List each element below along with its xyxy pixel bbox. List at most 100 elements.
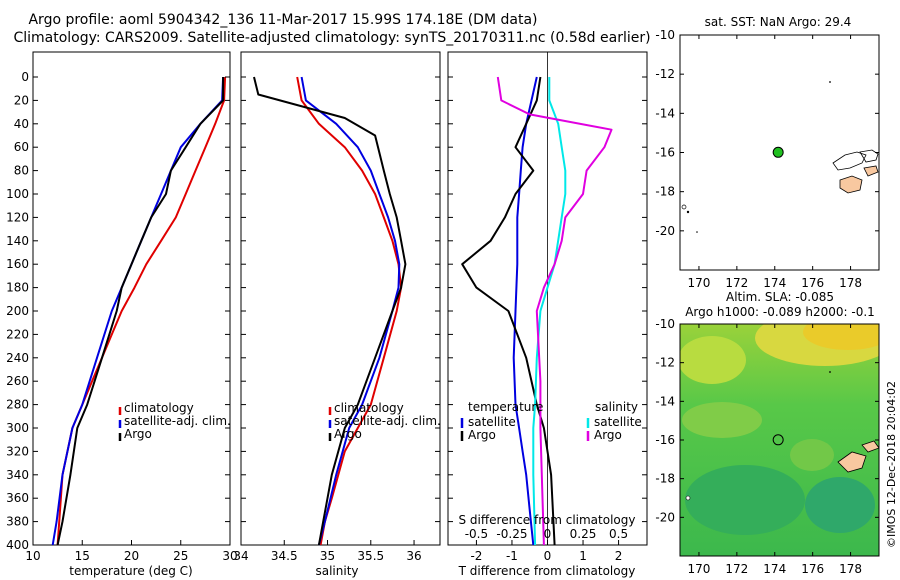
sst-map-points: [772, 146, 784, 158]
salinity-axes: [240, 51, 441, 546]
y-tick-label: 240: [6, 351, 29, 365]
x-tick-label: 172: [725, 562, 748, 576]
y-tick-label: 360: [6, 491, 29, 505]
temperature-ticks: 0 20 40 60 80 100 120 140 160 180 200 220 240 260 280 3…: [6, 70, 238, 563]
sla-low-anomaly: [685, 465, 805, 535]
y-tick-label: 60: [14, 140, 29, 154]
y-tick-label: -20: [655, 224, 675, 238]
temperature-lines: [51, 76, 227, 546]
x-tick-label: 178: [839, 562, 862, 576]
sla-map-ticks: 170 172 174 176 178 -10 -12 -14 -16 -18 -20: [655, 317, 879, 576]
series-line-s-argo: [496, 76, 613, 546]
legend-t-argo: Argo: [468, 428, 496, 442]
x-tick-label: 10: [25, 549, 40, 563]
x-tick-label: -1: [506, 549, 518, 563]
x-tick-label: 174: [763, 562, 786, 576]
islet: [829, 81, 831, 83]
x-tick-label: 172: [725, 276, 748, 290]
legend-s-argo: Argo: [594, 428, 622, 442]
sla-map-points: [772, 434, 784, 446]
top-x-tick-label: -0.25: [496, 527, 527, 541]
difference-top-xlabel: S difference from climatology: [459, 513, 636, 527]
sla-map-title-1: Altim. SLA: -0.085: [726, 290, 834, 304]
temperature-panel: 0 20 40 60 80 100 120 140 160 180 200 220 240 260 280 3…: [6, 51, 238, 578]
islet: [681, 204, 687, 210]
salinity-xlabel: salinity: [315, 564, 358, 578]
salinity-legend: climatology satellite-adj. clim. Argo: [328, 401, 441, 441]
y-tick-label: 340: [6, 468, 29, 482]
y-tick-label: 200: [6, 304, 29, 318]
y-tick-label: -16: [655, 433, 675, 447]
x-tick-label: 20: [124, 549, 139, 563]
difference-xlabel: T difference from climatology: [458, 564, 636, 578]
x-tick-label: 30: [222, 549, 237, 563]
legend-s-satellite: satellite: [594, 415, 642, 429]
y-tick-label: 220: [6, 327, 29, 341]
x-tick-label: 176: [801, 276, 824, 290]
sst-map-land: [681, 81, 879, 233]
salinity-panel: 34 34.5 35 35.5 36 salinity climatology sate…: [233, 51, 441, 578]
legend-t-satellite: satellite: [468, 415, 516, 429]
x-tick-label: -2: [470, 549, 482, 563]
legend-salinity-header: salinity: [595, 400, 638, 414]
y-tick-label: 20: [14, 93, 29, 107]
difference-lines: [461, 52, 613, 546]
legend-argo: Argo: [124, 427, 152, 441]
sla-low-anomaly: [805, 477, 875, 533]
x-tick-label: 1: [579, 549, 587, 563]
x-tick-label: 36: [406, 549, 421, 563]
island-viti-levu: [839, 175, 863, 194]
legend-argo: Argo: [334, 427, 362, 441]
y-tick-label: -20: [655, 510, 675, 524]
argo-location-marker: [772, 146, 784, 158]
x-tick-label: 170: [687, 562, 710, 576]
x-tick-label: 34: [233, 549, 248, 563]
y-tick-label: -14: [655, 394, 675, 408]
difference-legend: temperature salinity satellite Argo sate…: [460, 400, 642, 442]
island-outline: [859, 149, 879, 163]
legend-satellite: satellite-adj. clim.: [334, 414, 441, 428]
top-x-tick-label: 0.5: [609, 527, 628, 541]
sla-map-panel: Altim. SLA: -0.085 Argo h1000: -0.089 h2…: [655, 290, 880, 576]
y-tick-label: 300: [6, 421, 29, 435]
x-tick-label: 34.5: [271, 549, 298, 563]
y-tick-label: 80: [14, 164, 29, 178]
y-tick-label: 380: [6, 515, 29, 529]
islet: [686, 210, 690, 214]
y-tick-label: 40: [14, 117, 29, 131]
y-tick-label: 320: [6, 444, 29, 458]
temperature-xlabel: temperature (deg C): [69, 564, 192, 578]
island-vanua-levu: [863, 165, 879, 177]
salinity-ticks: 34 34.5 35 35.5 36: [233, 76, 440, 563]
sst-map-ticks: 170 172 174 176 178 -10 -12 -14 -16 -18 -20: [655, 28, 879, 290]
y-tick-label: -18: [655, 472, 675, 486]
x-tick-label: 176: [801, 562, 824, 576]
legend-satellite: satellite-adj. clim.: [124, 414, 231, 428]
y-tick-label: -14: [655, 106, 675, 120]
footer-credit: ©IMOS 12-Dec-2018 20:04:02: [885, 381, 898, 548]
salinity-lines: [253, 76, 407, 546]
y-tick-label: 260: [6, 374, 29, 388]
x-tick-label: 170: [687, 276, 710, 290]
top-x-tick-label: 0: [544, 527, 552, 541]
temperature-legend: climatology satellite-adj. clim. Argo: [118, 401, 231, 441]
y-tick-label: -18: [655, 185, 675, 199]
y-tick-label: -10: [655, 28, 675, 42]
series-line-argo: [253, 76, 407, 546]
x-tick-label: 25: [173, 549, 188, 563]
sla-high-anomaly: [680, 336, 746, 384]
y-tick-label: 180: [6, 281, 29, 295]
y-tick-label: 0: [21, 70, 29, 84]
legend-temperature-header: temperature: [468, 400, 543, 414]
title-line-2: Climatology: CARS2009. Satellite-adjuste…: [13, 30, 650, 46]
x-tick-label: 35: [320, 549, 335, 563]
series-line-satellite-adj-clim-: [300, 76, 401, 546]
x-tick-label: 178: [839, 276, 862, 290]
y-tick-label: 140: [6, 234, 29, 248]
x-tick-label: 174: [763, 276, 786, 290]
y-tick-label: 160: [6, 257, 29, 271]
legend-climatology: climatology: [124, 401, 194, 415]
y-tick-label: 280: [6, 398, 29, 412]
sla-heatmap: [680, 324, 879, 556]
